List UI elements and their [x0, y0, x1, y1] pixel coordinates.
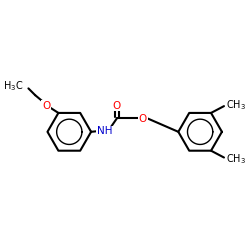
Text: CH$_3$: CH$_3$ [226, 98, 246, 112]
Text: H$_3$C: H$_3$C [3, 79, 23, 92]
Text: O: O [42, 101, 50, 111]
Text: O: O [139, 114, 147, 124]
Text: NH: NH [97, 126, 112, 136]
Text: CH$_3$: CH$_3$ [226, 152, 246, 166]
Text: O: O [113, 100, 121, 110]
